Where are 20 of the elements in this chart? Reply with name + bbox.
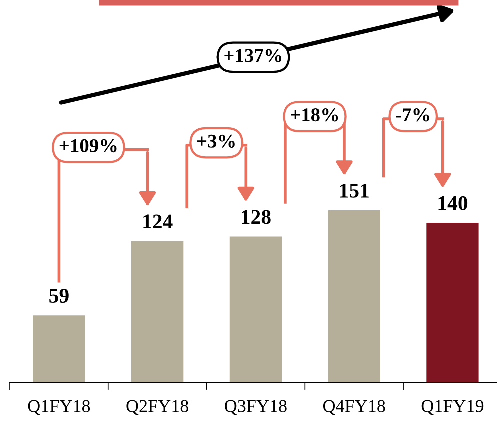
data-label: 140 <box>438 196 468 210</box>
data-label: 151 <box>340 184 369 198</box>
text: +137% <box>224 49 282 62</box>
bar <box>230 236 282 383</box>
bar <box>132 241 184 383</box>
data-label: 59 <box>50 289 69 304</box>
x-tick-label: Q2FY18 <box>126 400 188 416</box>
data-label: 128 <box>242 210 271 224</box>
text: +3% <box>198 134 235 148</box>
bar <box>426 223 479 383</box>
bar <box>33 316 86 383</box>
text: -7% <box>396 108 430 122</box>
bar <box>328 210 380 383</box>
x-tick-label: Q3FY18 <box>225 400 287 416</box>
x-tick-label: Q4FY18 <box>323 400 386 416</box>
text: +109% <box>60 139 117 153</box>
data-label: 124 <box>144 214 173 229</box>
text: +18% <box>291 108 338 122</box>
x-tick-label: Q1FY18 <box>28 400 90 416</box>
x-tick-label: Q1FY19 <box>422 400 484 416</box>
